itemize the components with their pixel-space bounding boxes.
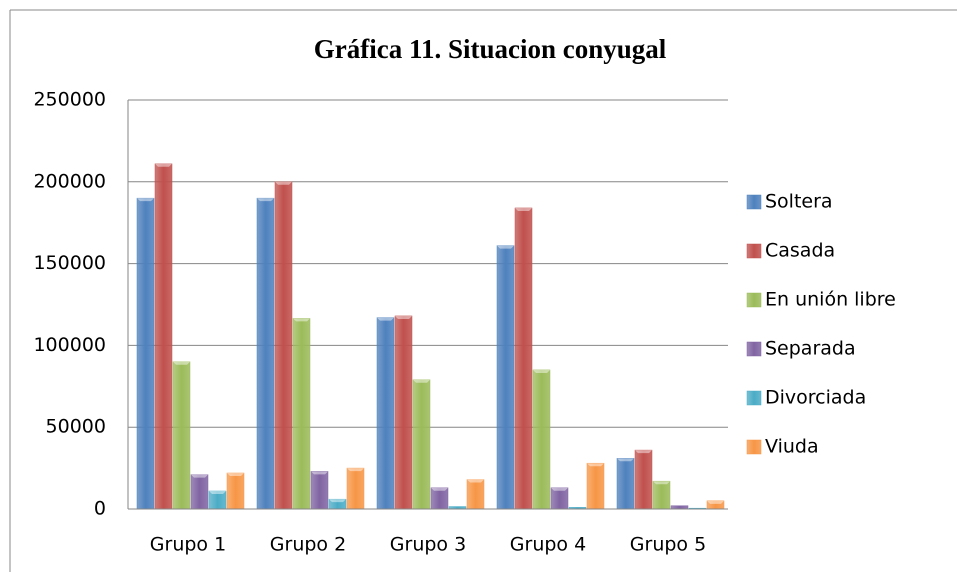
legend-swatch bbox=[746, 292, 762, 308]
legend-label: Casada bbox=[765, 240, 835, 262]
bar bbox=[310, 471, 329, 510]
y-tick-label: 50000 bbox=[46, 416, 106, 438]
bar-bevel bbox=[617, 458, 634, 462]
bar-bevel bbox=[275, 181, 292, 185]
bar-bevel bbox=[395, 315, 412, 319]
bar-bevel bbox=[497, 245, 514, 249]
bar-bevel bbox=[311, 471, 328, 475]
bar bbox=[550, 487, 569, 510]
bar bbox=[496, 245, 515, 510]
bar bbox=[430, 487, 449, 510]
bar-bevel bbox=[329, 499, 346, 503]
bar bbox=[652, 480, 671, 510]
x-tick-label: Grupo 1 bbox=[150, 534, 226, 556]
bar bbox=[376, 317, 395, 510]
bar bbox=[634, 449, 653, 510]
x-tick-label: Grupo 3 bbox=[390, 534, 466, 556]
bar-bevel bbox=[377, 317, 394, 321]
legend-swatch bbox=[746, 341, 762, 357]
bar-bevel bbox=[293, 318, 310, 322]
bar-bevel bbox=[257, 198, 274, 202]
bar-bevel bbox=[587, 463, 604, 467]
bar bbox=[274, 181, 293, 510]
bar-bevel bbox=[515, 207, 532, 211]
bar bbox=[226, 472, 245, 510]
legend-label: En unión libre bbox=[765, 289, 896, 311]
bar-bevel bbox=[653, 481, 670, 485]
bar-bevel bbox=[635, 450, 652, 454]
legend-label: Divorciada bbox=[765, 387, 866, 409]
bar bbox=[346, 467, 365, 510]
bar bbox=[172, 361, 191, 510]
bar bbox=[412, 379, 431, 510]
y-tick-label: 150000 bbox=[33, 252, 106, 274]
legend-swatch bbox=[746, 390, 762, 406]
bar bbox=[394, 315, 413, 510]
x-tick-label: Grupo 5 bbox=[630, 534, 706, 556]
bar bbox=[256, 197, 275, 510]
bar-bevel bbox=[173, 361, 190, 365]
bar bbox=[616, 458, 635, 510]
bar bbox=[292, 318, 311, 510]
y-tick-label: 200000 bbox=[33, 170, 106, 192]
legend-swatch bbox=[746, 194, 762, 210]
legend-swatch bbox=[746, 243, 762, 259]
bar-bevel bbox=[413, 379, 430, 383]
bar bbox=[532, 369, 551, 510]
bar-bevel bbox=[551, 487, 568, 491]
bar bbox=[154, 163, 173, 510]
legend-label: Separada bbox=[765, 338, 856, 360]
bar-bevel bbox=[347, 468, 364, 472]
x-tick-label: Grupo 2 bbox=[270, 534, 346, 556]
y-tick-label: 250000 bbox=[33, 89, 106, 111]
bar bbox=[586, 462, 605, 510]
bar bbox=[190, 474, 209, 510]
legend-label: Viuda bbox=[765, 436, 819, 458]
y-tick-label: 0 bbox=[94, 498, 106, 520]
chart-title: Gráfica 11. Situacion conyugal bbox=[314, 34, 667, 64]
bar-bevel bbox=[155, 163, 172, 167]
bar-bevel bbox=[227, 473, 244, 477]
legend-label: Soltera bbox=[765, 191, 833, 213]
bar-bevel bbox=[533, 369, 550, 373]
bar-bevel bbox=[191, 474, 208, 478]
bar-bevel bbox=[431, 487, 448, 491]
bar-bevel bbox=[467, 479, 484, 483]
y-tick-label: 100000 bbox=[33, 334, 106, 356]
x-tick-label: Grupo 4 bbox=[510, 534, 586, 556]
bar-bevel bbox=[209, 491, 226, 495]
bar bbox=[514, 207, 533, 510]
bar bbox=[466, 479, 485, 510]
bar-bevel bbox=[707, 500, 724, 504]
bar bbox=[136, 197, 155, 510]
legend-swatch bbox=[746, 439, 762, 455]
bar-bevel bbox=[137, 198, 154, 202]
